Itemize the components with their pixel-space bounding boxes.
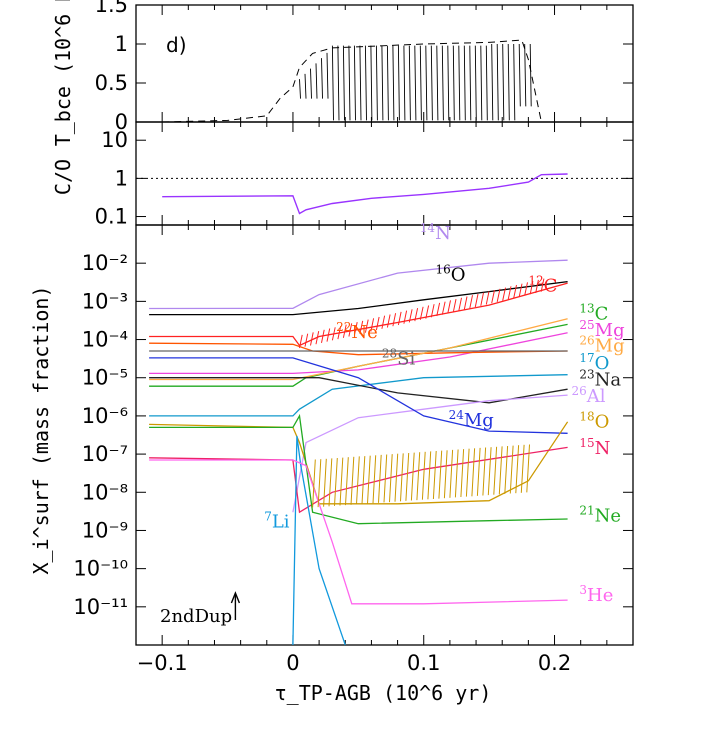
series-label-26Mg: 26Mg — [579, 334, 624, 357]
series-label-21Ne: 21Ne — [579, 504, 621, 527]
panel-frame-0 — [135, 4, 634, 123]
bottom-y-axis-title: X_i^surf (mass fraction) — [29, 286, 53, 575]
y-tick-label: 10⁻¹¹ — [73, 595, 128, 619]
y-tick-label: 0.1 — [95, 205, 128, 229]
series-oscillation-18O — [312, 444, 530, 508]
series-label-23Na: 23Na — [579, 367, 621, 390]
series-line-24Mg — [149, 357, 568, 434]
series-label-16O: 16O — [436, 263, 466, 286]
y-tick-label: 10⁻¹⁰ — [73, 557, 128, 581]
series-line-14N — [149, 259, 568, 310]
series-label-28Si: 28Si — [382, 347, 416, 370]
series-line-tbce-envelope — [162, 39, 568, 123]
series-label-13C: 13C — [579, 301, 608, 324]
series-oscillation-12C — [299, 278, 545, 349]
series-label-12C: 12C — [528, 274, 557, 297]
series-label-26Al: 26Al — [572, 384, 606, 407]
x-axis-title: τ_TP-AGB (10^6 yr) — [275, 681, 492, 705]
series-label-17O: 17O — [579, 351, 609, 374]
x-tick-label: 0.1 — [407, 651, 440, 675]
series-line-17O — [149, 374, 568, 417]
series-line-3He — [149, 459, 568, 605]
series-label-14N: 14N — [420, 221, 451, 244]
top-y-axis-title: T_bce (10^6 K) — [51, 0, 75, 146]
series-line-16O — [149, 280, 568, 316]
series-label-22Ne: 22Ne — [336, 320, 378, 343]
series-line-22Ne — [149, 342, 568, 356]
y-tick-label: 10⁻⁶ — [82, 404, 128, 428]
plot-layer: −0.1 0 0.1 0.2 0 0.5 1 1.5 0.1 1 10 10⁻¹¹ 10⁻¹⁰ 10⁻⁹ 1… — [73, 0, 634, 675]
series-line-25Mg — [149, 332, 568, 375]
middle-y-axis-title: C/O — [51, 159, 75, 195]
y-tick-label: 10⁻⁹ — [82, 518, 128, 542]
second-dredge-up-label: 2ndDup — [160, 606, 232, 627]
x-tick-label: −0.1 — [137, 651, 188, 675]
y-tick-label: 10⁻⁴ — [82, 328, 128, 352]
series-label-25Mg: 25Mg — [579, 318, 624, 341]
y-tick-label: 10⁻³ — [82, 289, 128, 313]
panel-frame-2 — [135, 224, 634, 646]
y-tick-label: 1 — [115, 32, 128, 56]
series-line-26Mg — [149, 318, 568, 381]
y-tick-label: 10 — [101, 128, 128, 152]
second-dredge-up-arrowhead — [230, 591, 241, 604]
series-label-3He: 3He — [579, 583, 613, 606]
y-tick-label: 0 — [115, 110, 128, 134]
y-tick-label: 10⁻² — [82, 251, 128, 275]
series-label-7Li: 7Li — [264, 509, 290, 532]
panel-frame-1 — [135, 121, 634, 226]
y-tick-label: 1 — [115, 166, 128, 190]
series-line-7Li — [292, 435, 346, 646]
series-line-12C — [149, 282, 568, 347]
y-tick-label: 10⁻⁷ — [82, 442, 128, 466]
series-label-18O: 18O — [579, 409, 609, 432]
series-pulses-tbce — [299, 43, 532, 121]
y-tick-label: 1.5 — [95, 0, 128, 17]
y-tick-label: 10⁻⁸ — [82, 480, 128, 504]
y-tick-label: 0.5 — [95, 71, 128, 95]
series-label-24Mg: 24Mg — [449, 408, 494, 431]
y-tick-label: 10⁻⁵ — [82, 366, 128, 390]
x-tick-label: 0.2 — [538, 651, 571, 675]
series-line-23Na — [149, 377, 568, 404]
series-line-21Ne — [149, 413, 568, 525]
x-tick-label: 0 — [286, 651, 299, 675]
series-label-15N: 15N — [579, 436, 610, 459]
series-line-co — [162, 173, 568, 215]
panel-tag: d) — [166, 33, 187, 57]
